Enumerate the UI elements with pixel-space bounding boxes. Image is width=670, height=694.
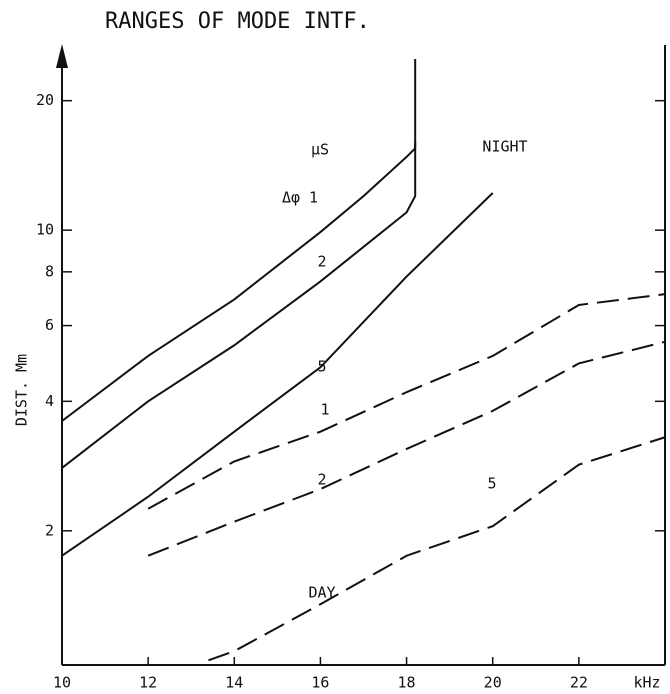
annotation: NIGHT [482,138,527,156]
annotation: 2 [317,471,326,489]
y-axis-label: DIST. Mm [13,354,31,426]
annotation: 1 [320,401,329,419]
annotation: 2 [317,253,326,271]
line-series [61,142,417,469]
line-series [61,192,494,557]
x-tick-label: 20 [484,674,502,692]
x-tick-label: kHz [633,674,660,692]
x-tick-label: 22 [570,674,588,692]
x-tick-label: 10 [53,674,71,692]
line-series [61,59,417,422]
y-tick-label: 4 [45,392,54,410]
x-tick-label: 12 [139,674,157,692]
x-tick-label: 14 [225,674,243,692]
chart-title: RANGES OF MODE INTF. [105,9,370,34]
line-series [147,340,666,557]
annotation: DAY [308,584,335,602]
x-tick-label: 16 [311,674,329,692]
annotation: 5 [317,358,326,376]
y-tick-label: 6 [45,316,54,334]
line-series [208,436,666,662]
x-tick-label: 18 [398,674,416,692]
y-tick-label: 8 [45,262,54,280]
annotation: Δφ 1 [282,189,318,207]
y-tick-label: 10 [36,221,54,239]
line-series [147,293,666,510]
y-tick-label: 2 [45,521,54,539]
axis-arrow [56,44,68,68]
annotation: 5 [487,475,496,493]
annotation: μS [311,141,329,159]
y-tick-label: 20 [36,91,54,109]
